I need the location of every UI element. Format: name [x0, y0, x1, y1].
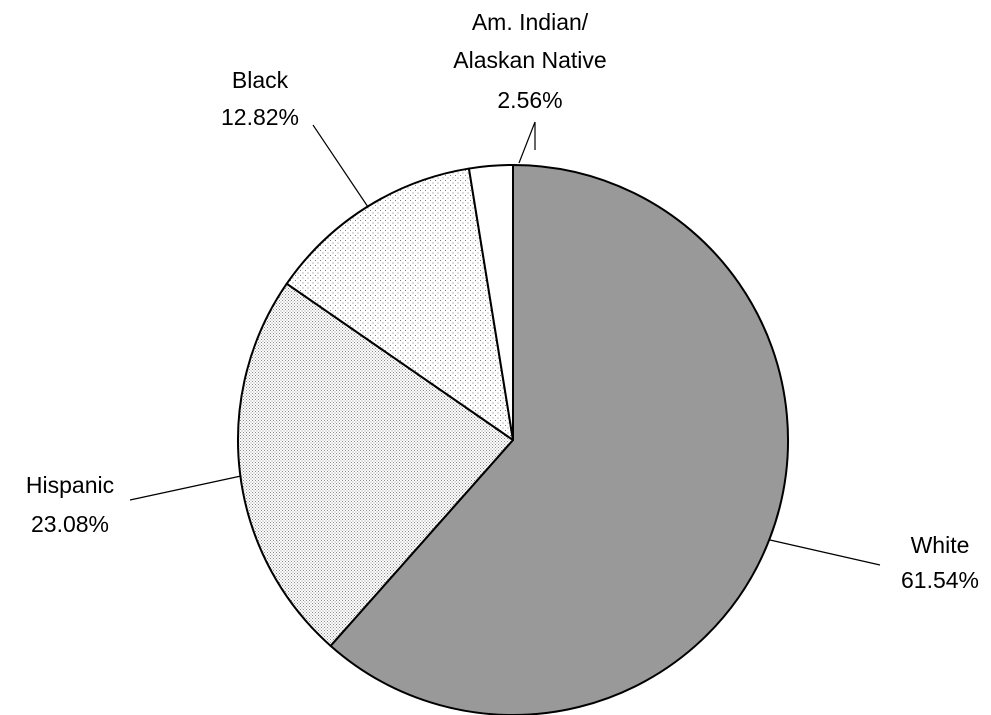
- slice-labels: White 61.54% Hispanic 23.08% Black 12.82% Am. …: [26, 9, 979, 593]
- leader-lines: [129, 121, 881, 566]
- slice-value-label-hispanic: 23.08%: [31, 511, 109, 537]
- leader-line-am-indian-alaskan-native: [518, 121, 536, 164]
- slice-category-label-hispanic: Hispanic: [26, 472, 114, 498]
- leader-line-white: [769, 539, 881, 566]
- pie-slice-hispanic: [237, 282, 514, 647]
- leader-line-black: [312, 124, 369, 208]
- leader-line-hispanic: [129, 475, 242, 501]
- pie-slices: [237, 164, 789, 715]
- pie-slice-am-indian-alaskan-native: [467, 164, 514, 441]
- slice-value-label-black: 12.82%: [221, 104, 299, 130]
- slice-value-label-am-indian-alaskan-native: 2.56%: [497, 87, 562, 113]
- pie-slice-black: [285, 167, 514, 441]
- slice-category-label-black: Black: [232, 67, 289, 93]
- slice-category-label-am-indian-alaskan-native-line-1: Am. Indian/: [472, 9, 589, 35]
- slice-value-label-white: 61.54%: [901, 567, 979, 593]
- slice-category-label-am-indian-alaskan-native-line-2: Alaskan Native: [453, 47, 606, 73]
- pie-slice-white: [329, 164, 789, 715]
- slice-category-label-white: White: [911, 532, 970, 558]
